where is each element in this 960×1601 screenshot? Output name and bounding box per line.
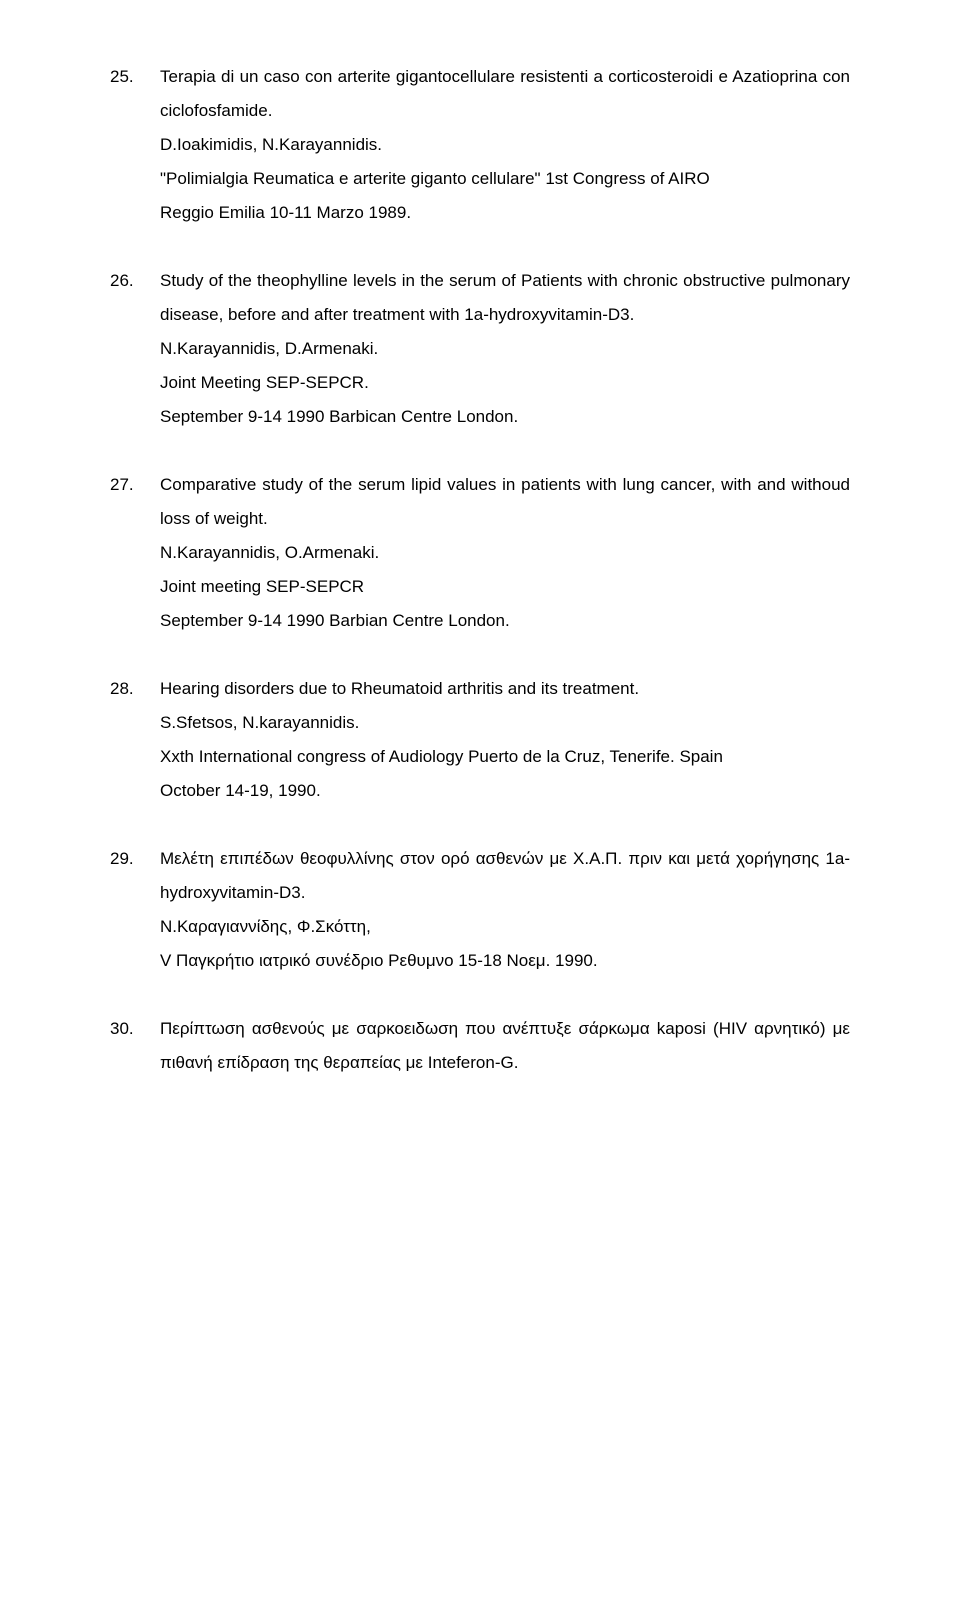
- entry-extra: October 14-19, 1990.: [160, 774, 850, 808]
- entry-body: Study of the theophylline levels in the …: [160, 264, 850, 434]
- entry-authors: Ν.Καραγιαννίδης, Φ.Σκόττη,: [160, 910, 850, 944]
- entry-title: Περίπτωση ασθενούς με σαρκοειδωση που αν…: [160, 1012, 850, 1080]
- entry-body: Hearing disorders due to Rheumatoid arth…: [160, 672, 850, 808]
- entry-body: Μελέτη επιπέδων θεοφυλλίνης στον ορό ασθ…: [160, 842, 850, 978]
- entry-authors: N.Karayannidis, O.Armenaki.: [160, 536, 850, 570]
- entry-authors: D.Ioakimidis, N.Karayannidis.: [160, 128, 850, 162]
- entry-authors: S.Sfetsos, N.karayannidis.: [160, 706, 850, 740]
- reference-entry: 30. Περίπτωση ασθενούς με σαρκοειδωση πο…: [110, 1012, 850, 1080]
- entry-extra: September 9-14 1990 Barbian Centre Londo…: [160, 604, 850, 638]
- entry-body: Terapia di un caso con arterite gigantoc…: [160, 60, 850, 230]
- reference-entry: 26. Study of the theophylline levels in …: [110, 264, 850, 434]
- entry-title: Μελέτη επιπέδων θεοφυλλίνης στον ορό ασθ…: [160, 842, 850, 910]
- reference-entry: 29. Μελέτη επιπέδων θεοφυλλίνης στον ορό…: [110, 842, 850, 978]
- reference-entry: 27. Comparative study of the serum lipid…: [110, 468, 850, 638]
- document-page: 25. Terapia di un caso con arterite giga…: [0, 0, 960, 1174]
- reference-entry: 28. Hearing disorders due to Rheumatoid …: [110, 672, 850, 808]
- entry-title: Study of the theophylline levels in the …: [160, 264, 850, 332]
- entry-number: 29.: [110, 842, 160, 978]
- reference-entry: 25. Terapia di un caso con arterite giga…: [110, 60, 850, 230]
- entry-title: Comparative study of the serum lipid val…: [160, 468, 850, 536]
- entry-body: Περίπτωση ασθενούς με σαρκοειδωση που αν…: [160, 1012, 850, 1080]
- entry-body: Comparative study of the serum lipid val…: [160, 468, 850, 638]
- entry-venue: V Παγκρήτιο ιατρικό συνέδριο Ρεθυμνο 15-…: [160, 944, 850, 978]
- entry-number: 28.: [110, 672, 160, 808]
- entry-venue: "Polimialgia Reumatica e arterite gigant…: [160, 162, 850, 196]
- entry-number: 26.: [110, 264, 160, 434]
- entry-number: 25.: [110, 60, 160, 230]
- entry-title: Terapia di un caso con arterite gigantoc…: [160, 60, 850, 128]
- entry-venue: Joint Meeting SEP-SEPCR.: [160, 366, 850, 400]
- entry-title: Hearing disorders due to Rheumatoid arth…: [160, 672, 850, 706]
- entry-venue: Xxth International congress of Audiology…: [160, 740, 850, 774]
- entry-venue: Joint meeting SEP-SEPCR: [160, 570, 850, 604]
- entry-number: 30.: [110, 1012, 160, 1080]
- entry-extra: September 9-14 1990 Barbican Centre Lond…: [160, 400, 850, 434]
- entry-extra: Reggio Emilia 10-11 Marzo 1989.: [160, 196, 850, 230]
- entry-authors: N.Karayannidis, D.Armenaki.: [160, 332, 850, 366]
- entry-number: 27.: [110, 468, 160, 638]
